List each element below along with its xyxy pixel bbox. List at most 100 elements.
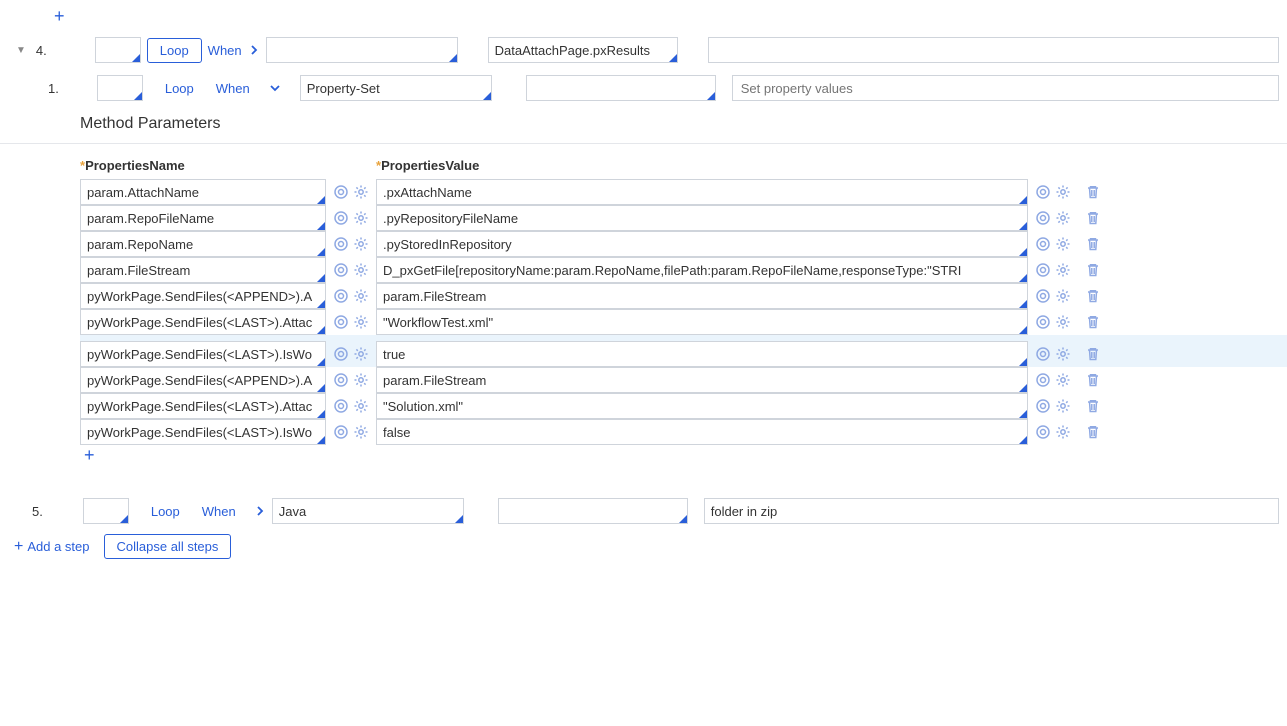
param-name-input[interactable]: param.RepoFileName: [80, 205, 326, 231]
chevron-right-icon-step5[interactable]: [254, 505, 266, 517]
gear-icon[interactable]: [1055, 314, 1071, 330]
param-name-input[interactable]: param.AttachName: [80, 179, 326, 205]
param-value-input[interactable]: .pyStoredInRepository: [376, 231, 1028, 257]
when-link-step4-1[interactable]: When: [216, 81, 250, 96]
gear-icon[interactable]: [1055, 424, 1071, 440]
gear-icon[interactable]: [353, 288, 369, 304]
chevron-right-icon[interactable]: [248, 44, 260, 56]
when-link-step4[interactable]: When: [208, 43, 242, 58]
step5-page-input[interactable]: [498, 498, 688, 524]
step4-1-page-input[interactable]: [526, 75, 716, 101]
param-name-input[interactable]: param.RepoName: [80, 231, 326, 257]
when-link-step5[interactable]: When: [202, 504, 236, 519]
collapse-all-button[interactable]: Collapse all steps: [104, 534, 232, 559]
gear-icon[interactable]: [353, 398, 369, 414]
target-icon[interactable]: [333, 184, 349, 200]
step4-label-input[interactable]: [95, 37, 141, 63]
param-value-input[interactable]: "Solution.xml": [376, 393, 1028, 419]
loop-link-step4-1[interactable]: Loop: [165, 81, 194, 96]
target-icon[interactable]: [333, 262, 349, 278]
gear-icon[interactable]: [1055, 262, 1071, 278]
param-value-input[interactable]: false: [376, 419, 1028, 445]
step4-1-desc-field[interactable]: [739, 80, 1272, 97]
target-icon[interactable]: [333, 314, 349, 330]
trash-icon[interactable]: [1085, 372, 1101, 388]
gear-icon[interactable]: [353, 314, 369, 330]
gear-icon[interactable]: [353, 262, 369, 278]
trash-icon[interactable]: [1085, 262, 1101, 278]
step4-1-method-input[interactable]: Property-Set: [300, 75, 492, 101]
gear-icon[interactable]: [1055, 236, 1071, 252]
trash-icon[interactable]: [1085, 184, 1101, 200]
param-value-input[interactable]: "WorkflowTest.xml": [376, 309, 1028, 335]
gear-icon[interactable]: [1055, 288, 1071, 304]
chevron-down-icon[interactable]: [268, 82, 282, 94]
step4-method-input[interactable]: [266, 37, 458, 63]
param-name-input[interactable]: pyWorkPage.SendFiles(<APPEND>).A: [80, 367, 326, 393]
gear-icon[interactable]: [1055, 372, 1071, 388]
target-icon[interactable]: [1035, 288, 1051, 304]
param-name-input[interactable]: pyWorkPage.SendFiles(<LAST>).Attac: [80, 393, 326, 419]
add-param-row-icon[interactable]: +: [80, 443, 99, 467]
target-icon[interactable]: [1035, 262, 1051, 278]
target-icon[interactable]: [1035, 184, 1051, 200]
trash-icon[interactable]: [1085, 288, 1101, 304]
param-value-input[interactable]: true: [376, 341, 1028, 367]
gear-icon[interactable]: [1055, 184, 1071, 200]
gear-icon[interactable]: [353, 236, 369, 252]
target-icon[interactable]: [1035, 372, 1051, 388]
gear-icon[interactable]: [353, 346, 369, 362]
param-name-input[interactable]: pyWorkPage.SendFiles(<APPEND>).A: [80, 283, 326, 309]
param-value-input[interactable]: .pxAttachName: [376, 179, 1028, 205]
target-icon[interactable]: [1035, 236, 1051, 252]
step4-1-desc-input[interactable]: [732, 75, 1279, 101]
target-icon[interactable]: [333, 424, 349, 440]
param-value-input[interactable]: D_pxGetFile[repositoryName:param.RepoNam…: [376, 257, 1028, 283]
gear-icon[interactable]: [353, 184, 369, 200]
trash-icon[interactable]: [1085, 398, 1101, 414]
target-icon[interactable]: [333, 346, 349, 362]
param-value-input[interactable]: .pyRepositoryFileName: [376, 205, 1028, 231]
trash-icon[interactable]: [1085, 424, 1101, 440]
gear-icon[interactable]: [353, 424, 369, 440]
target-icon[interactable]: [333, 210, 349, 226]
target-icon[interactable]: [333, 398, 349, 414]
step5-label-input[interactable]: [83, 498, 129, 524]
trash-icon[interactable]: [1085, 210, 1101, 226]
col-header-name: *PropertiesName: [80, 158, 326, 179]
gear-icon[interactable]: [1055, 210, 1071, 226]
add-before-step4-icon[interactable]: +: [50, 4, 69, 28]
trash-icon[interactable]: [1085, 346, 1101, 362]
step4-page-input[interactable]: DataAttachPage.pxResults: [488, 37, 678, 63]
param-value-input[interactable]: param.FileStream: [376, 283, 1028, 309]
col-header-value: *PropertiesValue: [376, 158, 1028, 179]
gear-icon[interactable]: [353, 372, 369, 388]
step5-method-input[interactable]: Java: [272, 498, 464, 524]
method-parameters-heading: Method Parameters: [0, 101, 1287, 143]
target-icon[interactable]: [333, 288, 349, 304]
step4-desc-input[interactable]: [708, 37, 1279, 63]
param-name-input[interactable]: pyWorkPage.SendFiles(<LAST>).Attac: [80, 309, 326, 335]
step5-desc-input[interactable]: folder in zip: [704, 498, 1279, 524]
target-icon[interactable]: [1035, 424, 1051, 440]
gear-icon[interactable]: [1055, 346, 1071, 362]
target-icon[interactable]: [1035, 314, 1051, 330]
add-step-button[interactable]: +Add a step: [14, 538, 90, 556]
param-name-input[interactable]: param.FileStream: [80, 257, 326, 283]
step4-1-label-input[interactable]: [97, 75, 143, 101]
target-icon[interactable]: [1035, 398, 1051, 414]
loop-link-step5[interactable]: Loop: [151, 504, 180, 519]
trash-icon[interactable]: [1085, 314, 1101, 330]
param-value-input[interactable]: param.FileStream: [376, 367, 1028, 393]
target-icon[interactable]: [1035, 346, 1051, 362]
param-name-input[interactable]: pyWorkPage.SendFiles(<LAST>).IsWo: [80, 419, 326, 445]
target-icon[interactable]: [333, 236, 349, 252]
target-icon[interactable]: [1035, 210, 1051, 226]
target-icon[interactable]: [333, 372, 349, 388]
expand-toggle-step4[interactable]: ▼: [16, 45, 26, 56]
gear-icon[interactable]: [1055, 398, 1071, 414]
loop-button-step4[interactable]: Loop: [147, 38, 202, 63]
gear-icon[interactable]: [353, 210, 369, 226]
param-name-input[interactable]: pyWorkPage.SendFiles(<LAST>).IsWo: [80, 341, 326, 367]
trash-icon[interactable]: [1085, 236, 1101, 252]
